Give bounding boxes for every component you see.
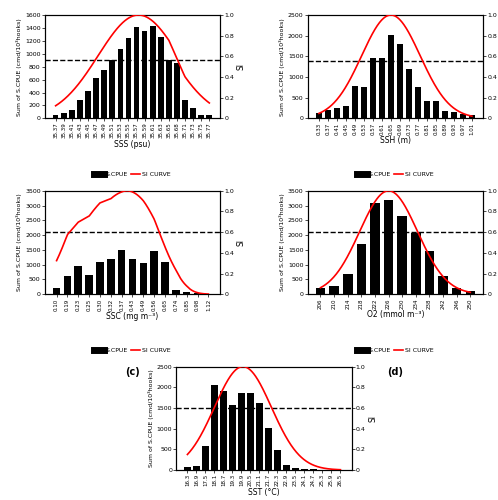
Bar (343, 274, 353, 294)
Y-axis label: Sum of S.CPUE (cmd/10³hooks): Sum of S.CPUE (cmd/10³hooks) (279, 18, 285, 116)
Bar (329, 286, 339, 294)
Bar (150, 26, 155, 118)
X-axis label: SSS (psu): SSS (psu) (114, 140, 151, 148)
X-axis label: SSC (mg m⁻³): SSC (mg m⁻³) (107, 312, 158, 321)
Bar (182, 100, 188, 118)
X-axis label: SST (°C): SST (°C) (248, 488, 280, 497)
Bar (190, 108, 196, 118)
Bar (283, 465, 290, 470)
Text: (a): (a) (124, 191, 140, 201)
Bar (184, 466, 191, 470)
Bar (357, 244, 366, 294)
Bar (334, 108, 340, 118)
Bar (388, 35, 394, 118)
Bar (183, 292, 190, 294)
Bar (451, 112, 457, 118)
Bar (256, 403, 262, 470)
Bar (325, 110, 331, 118)
Bar (118, 250, 125, 294)
Bar (174, 63, 180, 118)
Y-axis label: SI: SI (237, 239, 246, 246)
Bar (139, 263, 147, 294)
Bar (438, 276, 448, 294)
X-axis label: O2 (mmol m⁻³): O2 (mmol m⁻³) (367, 310, 424, 320)
Bar (207, 115, 212, 118)
Bar (411, 233, 421, 294)
Text: (c): (c) (125, 366, 140, 376)
Bar (220, 390, 227, 470)
Bar (238, 393, 245, 470)
Bar (370, 58, 376, 118)
Bar (85, 275, 93, 294)
Bar (316, 114, 322, 118)
Bar (64, 276, 71, 294)
Y-axis label: Sum of S.CPUE (cmd/10³hooks): Sum of S.CPUE (cmd/10³hooks) (148, 370, 154, 467)
Bar (425, 251, 434, 294)
X-axis label: SSH (m): SSH (m) (380, 136, 411, 145)
Bar (53, 288, 60, 294)
Bar (110, 60, 115, 118)
Bar (125, 38, 131, 118)
Bar (150, 252, 158, 294)
Bar (415, 87, 421, 118)
Bar (193, 466, 200, 470)
Bar (166, 60, 172, 118)
Bar (93, 78, 99, 118)
Y-axis label: SI: SI (237, 63, 246, 70)
Legend: S.CPUE, SI CURVE: S.CPUE, SI CURVE (92, 169, 173, 179)
Legend: S.CPUE, SI CURVE: S.CPUE, SI CURVE (355, 169, 436, 179)
Bar (469, 115, 475, 118)
Bar (229, 406, 236, 470)
Y-axis label: Sum of S.CPUE (cmd/10³hooks): Sum of S.CPUE (cmd/10³hooks) (16, 194, 22, 292)
Bar (161, 262, 169, 294)
Bar (158, 37, 164, 118)
Bar (211, 385, 218, 470)
Bar (466, 291, 475, 294)
Bar (316, 288, 325, 294)
Bar (75, 266, 82, 294)
Bar (202, 446, 209, 470)
Bar (442, 110, 448, 118)
Bar (397, 216, 407, 294)
Bar (433, 101, 439, 118)
Bar (85, 90, 91, 118)
Bar (107, 259, 115, 294)
Bar (384, 200, 393, 294)
Bar (301, 469, 308, 470)
Text: (b): (b) (387, 191, 403, 201)
Bar (194, 293, 201, 294)
Y-axis label: Sum of S.CPUE (cmd/10³hooks): Sum of S.CPUE (cmd/10³hooks) (279, 194, 285, 292)
Bar (452, 288, 462, 294)
Bar (172, 290, 180, 294)
Bar (352, 86, 358, 118)
Bar (133, 28, 139, 118)
Y-axis label: SI: SI (369, 415, 377, 422)
Bar (460, 114, 466, 118)
Legend: S.CPUE, SI CURVE: S.CPUE, SI CURVE (355, 345, 436, 355)
Bar (248, 393, 253, 470)
Bar (361, 87, 367, 118)
Y-axis label: Sum of S.CPUE (cmd/10³hooks): Sum of S.CPUE (cmd/10³hooks) (16, 18, 22, 116)
Legend: S.CPUE, SI CURVE: S.CPUE, SI CURVE (92, 345, 173, 355)
Bar (96, 262, 104, 294)
Bar (343, 106, 349, 118)
Bar (379, 58, 385, 118)
Bar (370, 202, 380, 294)
Bar (198, 114, 204, 118)
Bar (128, 259, 136, 294)
Bar (274, 450, 280, 470)
Bar (53, 115, 58, 118)
Bar (142, 30, 147, 118)
Bar (61, 113, 67, 118)
Bar (101, 70, 107, 118)
Bar (424, 101, 430, 118)
Bar (292, 468, 299, 470)
Bar (406, 69, 412, 118)
Bar (265, 428, 271, 470)
Bar (69, 110, 75, 118)
Text: (d): (d) (387, 366, 403, 376)
Bar (397, 44, 403, 118)
Bar (118, 48, 123, 118)
Bar (77, 100, 83, 118)
